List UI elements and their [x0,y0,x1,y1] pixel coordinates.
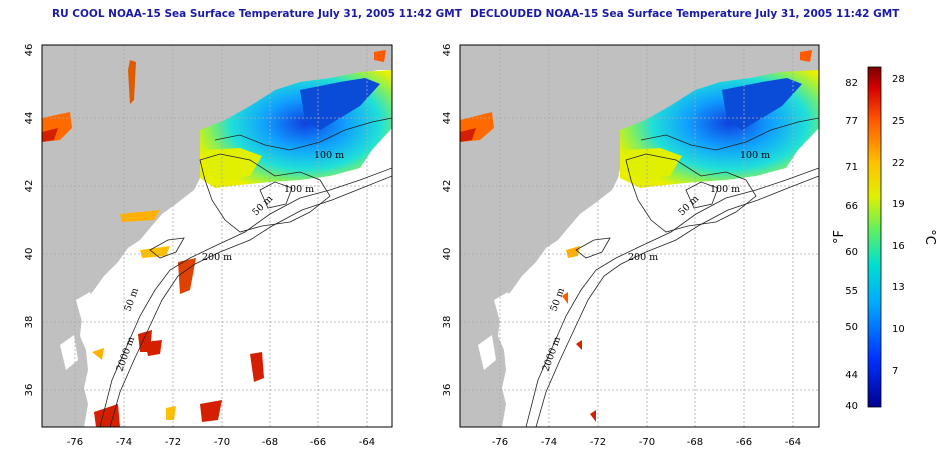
land-mass [460,45,819,427]
svg-text:19: 19 [892,199,905,210]
svg-text:40: 40 [845,401,858,412]
colorbar-fahrenheit-ticks: 82 77 71 66 60 55 50 44 40 [845,78,858,412]
svg-text:42: 42 [24,180,35,193]
svg-text:25: 25 [892,116,905,127]
svg-text:42: 42 [442,180,453,193]
svg-text:46: 46 [24,44,35,57]
svg-text:44: 44 [845,370,858,381]
svg-text:7: 7 [892,366,898,377]
svg-text:77: 77 [845,116,858,127]
temperature-colorbar: 82 77 71 66 60 55 50 44 40 28 25 22 19 1… [832,66,937,412]
colorbar-celsius-ticks: 28 25 22 19 16 13 10 7 [892,74,905,377]
svg-text:-70: -70 [639,437,655,448]
colorbar-gradient [867,66,882,408]
svg-text:-66: -66 [736,437,752,448]
svg-text:16: 16 [892,241,905,252]
svg-text:-76: -76 [67,437,83,448]
svg-text:46: 46 [442,44,453,57]
colorbar-unit-f: °F [832,230,847,244]
svg-text:-70: -70 [214,437,230,448]
right-map-panel: 100 m 100 m 50 m 200 m 50 m 2000 m -76 -… [442,44,820,448]
svg-text:44: 44 [24,112,35,125]
svg-text:40: 40 [24,248,35,261]
left-x-axis: -76 -74 -72 -70 -68 -66 -64 [67,437,375,448]
svg-text:-68: -68 [262,437,278,448]
left-map-panel: 100 m 100 m 50 m 200 m 50 m 2000 m -76 -… [24,44,393,448]
right-bathymetry-contours [525,117,819,427]
svg-text:38: 38 [442,316,453,329]
left-plot-frame [41,44,393,428]
svg-text:66: 66 [845,201,858,212]
svg-text:82: 82 [845,78,858,89]
contour-label: 100 m [314,150,344,161]
right-y-axis: 46 44 42 40 38 36 [442,44,453,397]
left-bathymetry-contours [99,117,392,427]
contour-label: 100 m [710,184,740,195]
svg-text:28: 28 [892,74,905,85]
left-y-axis: 46 44 42 40 38 36 [24,44,35,397]
contour-label: 100 m [740,150,770,161]
svg-text:-64: -64 [359,437,375,448]
contour-label: 200 m [628,252,658,263]
svg-text:38: 38 [24,316,35,329]
contour-label: 200 m [202,252,232,263]
svg-text:-74: -74 [116,437,132,448]
svg-text:-72: -72 [590,437,606,448]
svg-text:40: 40 [442,248,453,261]
svg-text:10: 10 [892,324,905,335]
svg-text:22: 22 [892,158,905,169]
svg-text:-68: -68 [687,437,703,448]
svg-text:-72: -72 [165,437,181,448]
svg-text:71: 71 [845,162,858,173]
svg-text:60: 60 [845,247,858,258]
svg-text:36: 36 [24,384,35,397]
svg-text:44: 44 [442,112,453,125]
right-panel-title: DECLOUDED NOAA-15 Sea Surface Temperatur… [470,8,900,20]
svg-text:-66: -66 [310,437,326,448]
svg-text:-76: -76 [492,437,508,448]
contour-label: 100 m [284,184,314,195]
land-mass [42,45,392,427]
svg-text:-64: -64 [785,437,801,448]
svg-text:13: 13 [892,282,905,293]
colorbar-unit-c: °C [922,229,937,245]
left-panel-title: RU COOL NOAA-15 Sea Surface Temperature … [52,8,462,20]
svg-text:55: 55 [845,286,858,297]
svg-text:50: 50 [845,322,858,333]
svg-text:-74: -74 [541,437,557,448]
svg-text:36: 36 [442,384,453,397]
right-x-axis: -76 -74 -72 -70 -68 -66 -64 [492,437,801,448]
right-plot-frame [459,44,820,428]
